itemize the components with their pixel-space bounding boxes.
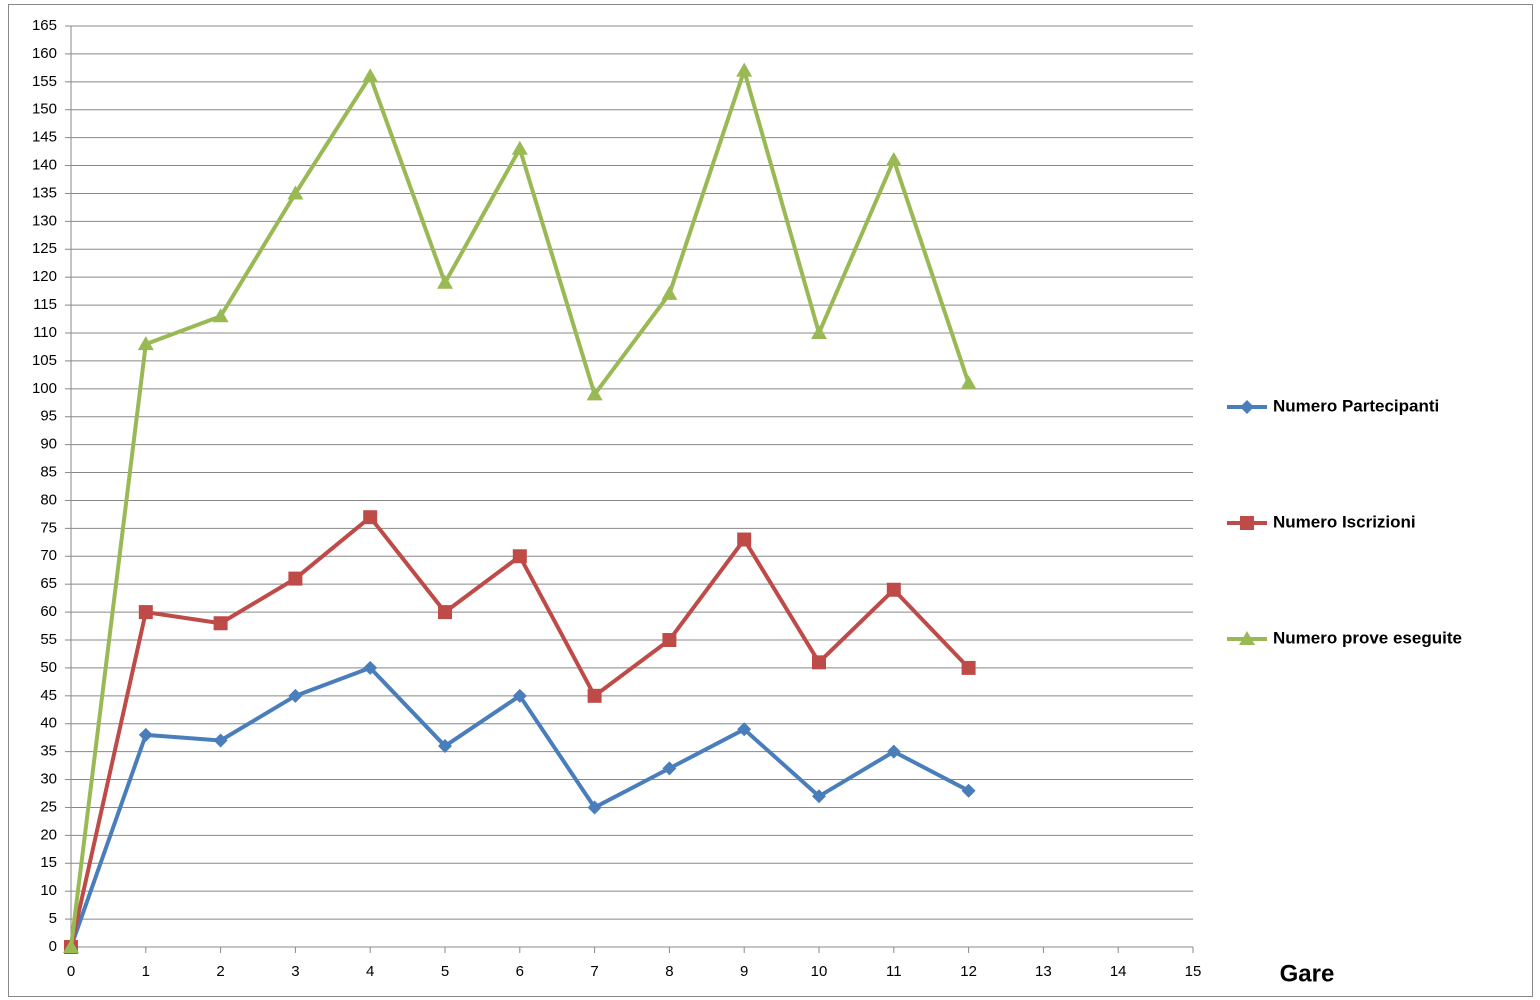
y-tick-label: 105 — [32, 352, 57, 369]
y-tick-label: 140 — [32, 157, 57, 174]
y-tick-label: 135 — [32, 184, 57, 201]
data-point — [587, 800, 602, 815]
y-tick-label: 155 — [32, 73, 57, 90]
y-tick-label: 15 — [40, 854, 57, 871]
y-tick-label: 145 — [32, 129, 57, 146]
x-tick-label: 6 — [516, 963, 524, 980]
x-tick-label: 3 — [291, 963, 299, 980]
data-point — [213, 733, 228, 748]
legend-marker — [1240, 516, 1254, 530]
y-tick-label: 160 — [32, 45, 57, 62]
data-point — [63, 939, 79, 953]
y-tick-label: 150 — [32, 101, 57, 118]
data-point — [438, 605, 452, 620]
x-tick-label: 2 — [216, 963, 224, 980]
y-tick-label: 25 — [40, 798, 57, 815]
data-point — [812, 655, 826, 670]
data-point — [437, 274, 453, 289]
x-tick-label: 1 — [142, 963, 150, 980]
data-point — [288, 571, 303, 586]
data-point — [961, 783, 976, 798]
y-tick-label: 110 — [33, 324, 57, 341]
y-tick-label: 125 — [32, 240, 57, 257]
legend-text: Numero Partecipanti — [1273, 396, 1439, 415]
y-tick-label: 85 — [40, 464, 57, 481]
y-tick-label: 95 — [40, 408, 57, 425]
legend-marker — [1239, 631, 1255, 645]
data-point — [885, 151, 902, 166]
data-point — [586, 386, 603, 401]
y-tick-label: 40 — [40, 715, 57, 732]
data-point — [662, 761, 677, 776]
data-point — [138, 727, 153, 742]
data-point — [811, 325, 827, 339]
data-point — [661, 285, 678, 300]
data-point — [363, 510, 378, 525]
data-point — [511, 140, 528, 155]
y-tick-label: 70 — [40, 547, 57, 564]
x-tick-label: 12 — [960, 963, 977, 980]
y-tick-label: 45 — [40, 687, 57, 704]
legend-text: Numero prove eseguite — [1273, 628, 1462, 647]
data-point — [886, 744, 901, 759]
data-point — [288, 688, 303, 703]
data-point — [737, 722, 752, 737]
data-point — [287, 185, 304, 200]
data-point — [662, 633, 677, 647]
data-point — [363, 660, 378, 675]
y-tick-label: 35 — [40, 743, 57, 760]
y-tick-label: 90 — [40, 436, 57, 453]
y-tick-label: 10 — [40, 882, 57, 899]
y-tick-label: 50 — [40, 659, 57, 676]
y-tick-label: 0 — [49, 938, 57, 955]
y-tick-label: 165 — [32, 17, 57, 34]
x-tick-label: 14 — [1110, 963, 1127, 980]
data-point — [961, 660, 976, 675]
y-tick-label: 130 — [32, 212, 57, 229]
legend-marker — [1240, 400, 1254, 414]
legend-text: Numero Iscrizioni — [1273, 512, 1416, 531]
x-tick-label: 13 — [1035, 963, 1052, 980]
data-point — [587, 688, 602, 703]
y-tick-label: 5 — [49, 910, 57, 927]
y-tick-label: 80 — [40, 491, 57, 508]
y-tick-label: 20 — [40, 826, 57, 843]
y-tick-label: 60 — [40, 603, 57, 620]
data-point — [138, 605, 153, 620]
x-tick-label: 15 — [1185, 963, 1202, 980]
x-tick-label: 5 — [441, 963, 449, 980]
data-point — [737, 532, 752, 547]
data-point — [960, 375, 977, 390]
data-point — [812, 789, 826, 804]
x-tick-label: 9 — [740, 963, 748, 980]
data-point — [736, 62, 753, 77]
x-tick-label: 7 — [590, 963, 598, 980]
y-tick-label: 65 — [40, 575, 57, 592]
data-point — [212, 308, 229, 323]
data-point — [512, 688, 527, 703]
data-point — [362, 68, 379, 83]
x-tick-label: 8 — [665, 963, 673, 980]
x-tick-label: 0 — [67, 963, 75, 980]
x-axis-title: Gare — [1280, 960, 1335, 987]
y-tick-label: 120 — [32, 268, 57, 285]
x-tick-label: 11 — [886, 963, 902, 980]
x-tick-label: 10 — [811, 963, 828, 980]
x-tick-label: 4 — [366, 963, 374, 980]
data-point — [886, 582, 901, 597]
data-point — [438, 739, 452, 754]
y-tick-label: 75 — [40, 519, 57, 536]
data-point — [512, 549, 527, 564]
y-tick-label: 100 — [32, 380, 57, 397]
y-tick-label: 30 — [40, 771, 57, 788]
y-tick-label: 115 — [33, 296, 57, 313]
data-point — [137, 336, 154, 351]
data-point — [213, 616, 228, 631]
y-tick-label: 55 — [40, 631, 57, 648]
